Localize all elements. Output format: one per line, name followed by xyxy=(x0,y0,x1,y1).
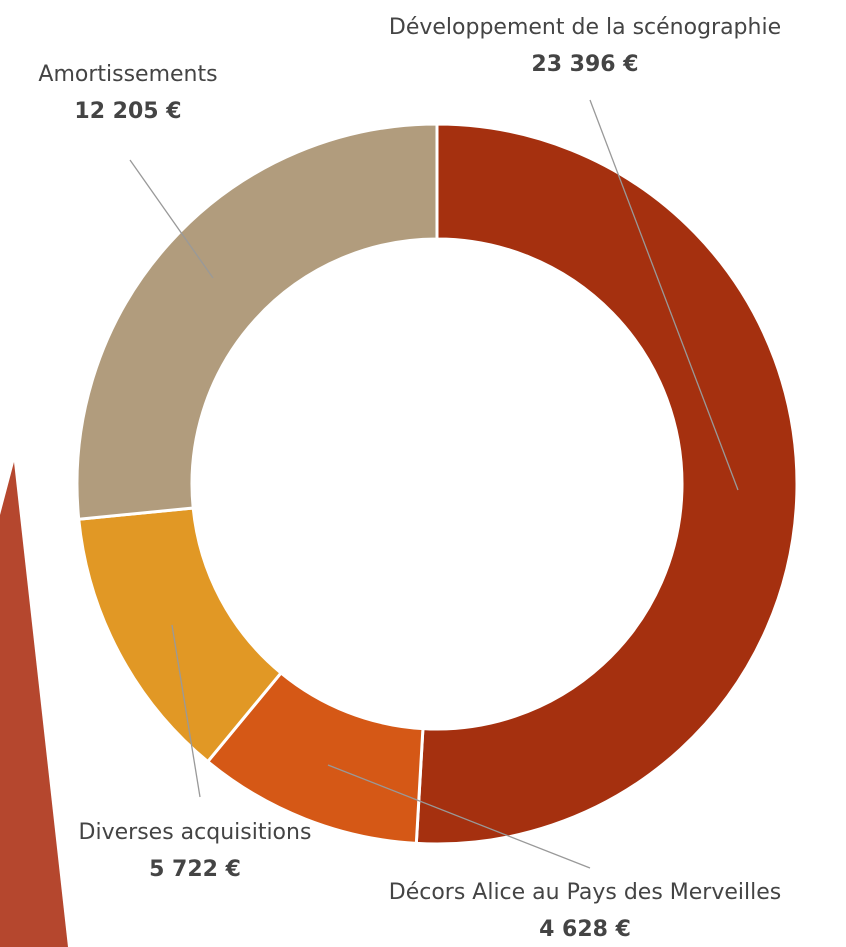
donut-segment xyxy=(75,122,439,521)
decoration xyxy=(0,462,68,947)
value-label: 23 396 € xyxy=(531,52,638,77)
leader-line xyxy=(327,764,591,869)
slice-label: Diverses acquisitions xyxy=(79,820,312,845)
value-label: 12 205 € xyxy=(74,99,181,124)
slice-label: Amortissements xyxy=(38,62,217,87)
slice-label: Décors Alice au Pays des Merveilles xyxy=(389,880,782,905)
donut-segment xyxy=(414,122,799,846)
leader-line xyxy=(589,99,739,491)
value-label: 4 628 € xyxy=(539,917,631,942)
leader-line xyxy=(171,624,201,798)
slice-label: Développement de la scénographie xyxy=(389,15,781,40)
value-label: 5 722 € xyxy=(149,857,241,882)
leader-line xyxy=(129,159,214,279)
